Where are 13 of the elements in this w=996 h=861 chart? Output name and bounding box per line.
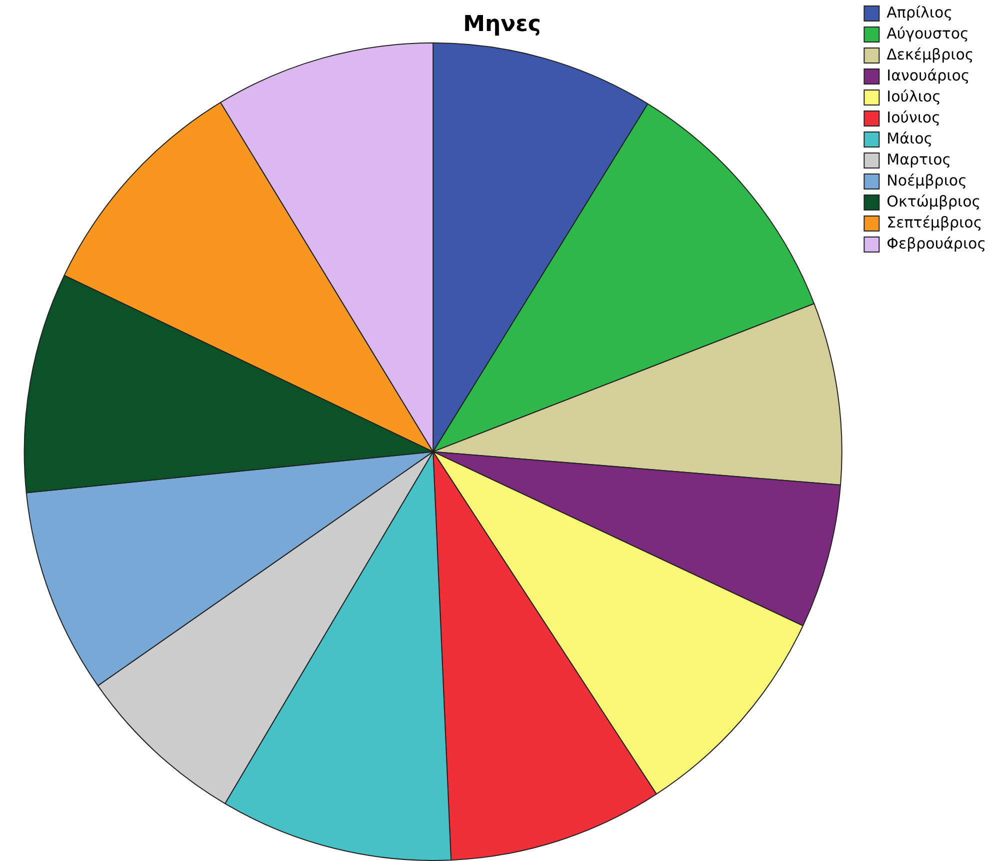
legend-label: Μαρτιος [886,150,952,168]
legend-label: Ιούνιος [886,108,940,126]
legend-label: Νοέμβριος [886,171,967,190]
legend-label: Μάιος [886,129,933,148]
legend-label: Σεπτέμβριος [886,213,982,232]
legend-label: Οκτώμβριος [886,192,981,210]
legend-label: Ιανουάριος [886,66,970,84]
legend-label: Δεκέμβριος [886,45,974,64]
chart-title: Μηνες [463,12,541,37]
legend-label: Απρίλιος [886,3,952,22]
legend-label: Ιούλιος [886,87,941,106]
legend-label: Φεβρουάριος [886,234,986,252]
legend-label: Αύγουστος [886,24,969,42]
